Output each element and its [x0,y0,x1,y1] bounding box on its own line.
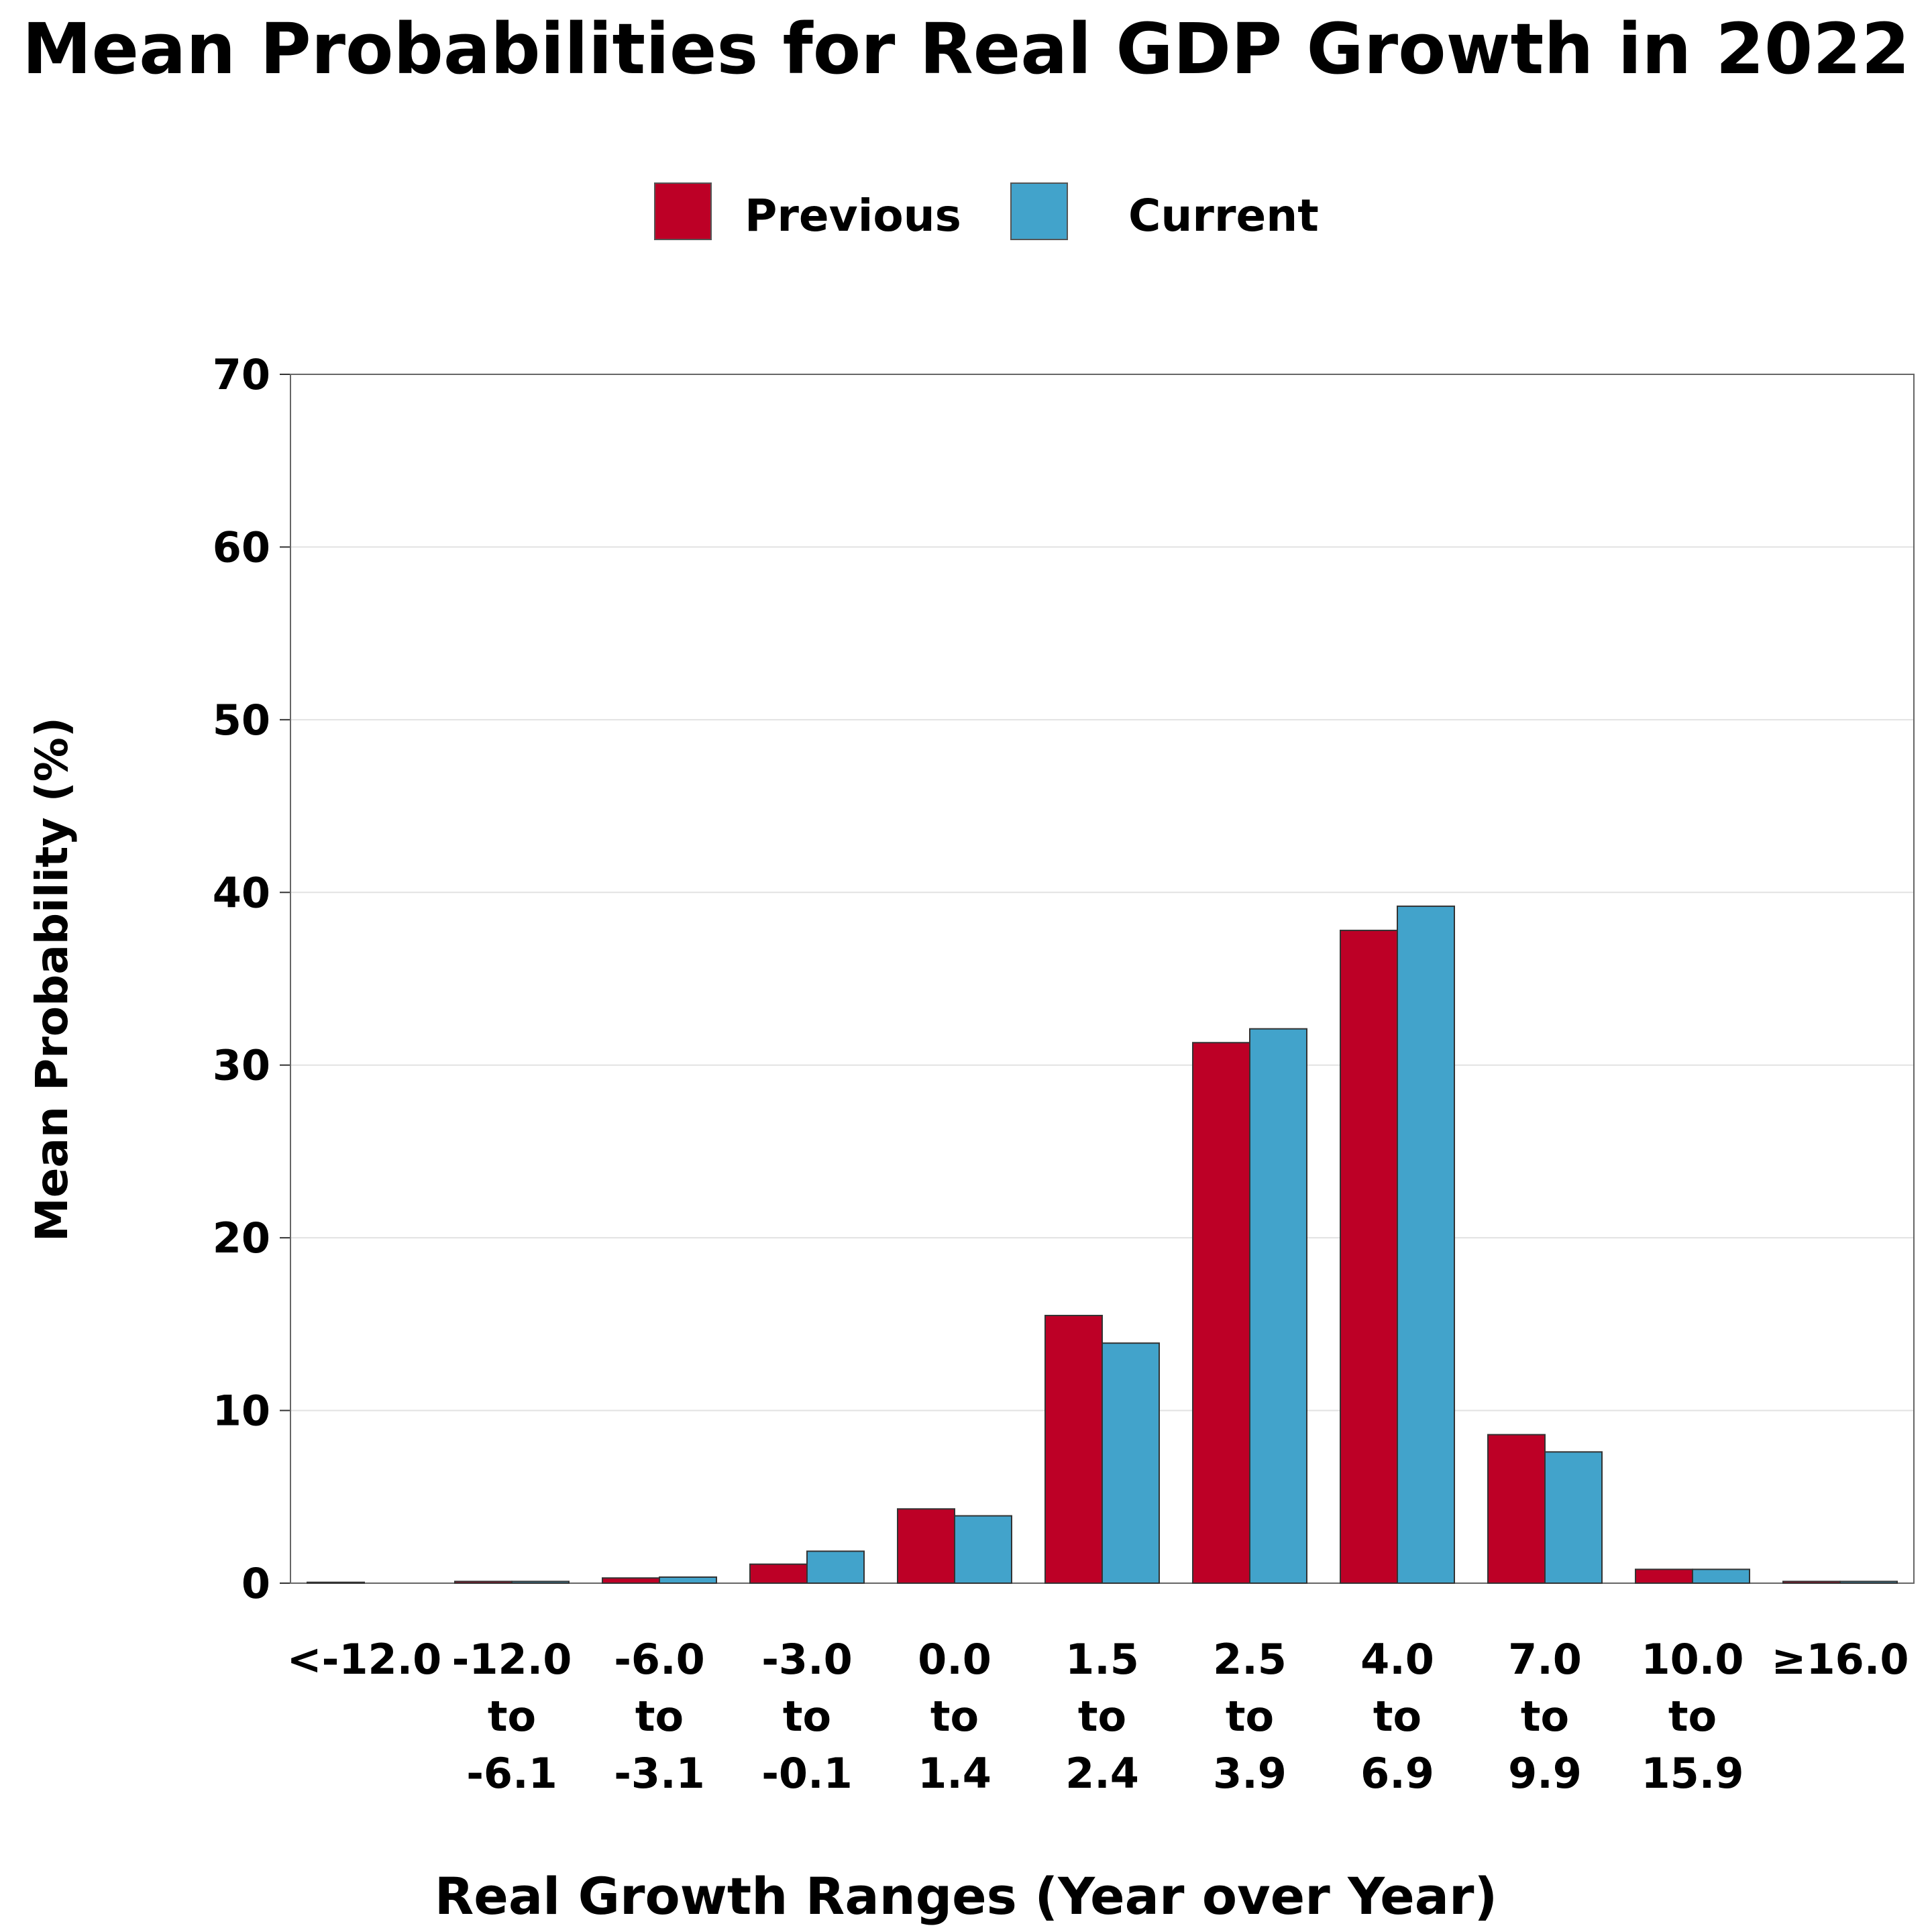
x-tick-label: 3.9 [1213,1749,1287,1798]
y-tick-label: 70 [213,350,270,399]
x-tick-label: -3.0 [761,1635,853,1684]
bar-current [1397,905,1455,1584]
x-tick-label: 0.0 [918,1635,991,1684]
x-tick-label: -3.1 [614,1749,705,1798]
x-tick-label: 6.9 [1360,1749,1434,1798]
bar-previous [602,1577,660,1584]
legend-label-previous: Previous [745,190,961,241]
bar-previous [1192,1042,1250,1584]
y-tick-label: 30 [213,1041,270,1090]
bar-previous [1635,1568,1693,1585]
bar-current [954,1515,1012,1584]
x-tick-label: 2.4 [1065,1749,1139,1798]
x-tick-label: to [1521,1692,1569,1741]
x-tick-label: to [1226,1692,1274,1741]
x-tick-label: 1.5 [1065,1635,1139,1684]
bar-previous [897,1508,955,1584]
bar-current [1839,1580,1898,1585]
bar-previous [307,1581,365,1585]
x-tick-label: to [1078,1692,1126,1741]
bar-current [659,1576,717,1584]
bar-previous [1044,1314,1103,1584]
x-tick-label: <-12.0 [287,1635,442,1684]
bar-current [511,1580,570,1585]
x-tick-label: -6.0 [614,1635,705,1684]
x-tick-label: 10.0 [1642,1635,1744,1684]
legend-swatch-current [1010,182,1068,240]
x-tick-label: 9.9 [1508,1749,1582,1798]
legend-swatch-previous [654,182,712,240]
bar-previous [454,1580,513,1585]
y-tick-label: 10 [213,1387,270,1436]
x-tick-label: to [783,1692,831,1741]
y-tick-label: 20 [213,1214,270,1263]
x-tick-label: to [1373,1692,1421,1741]
x-tick-label: to [1668,1692,1717,1741]
bar-current [806,1550,865,1585]
legend-label-current: Current [1128,190,1319,241]
x-tick-label: 15.9 [1642,1749,1744,1798]
bar-previous [1782,1580,1841,1585]
bar-current [1249,1028,1307,1584]
x-tick-label: ≥16.0 [1772,1635,1909,1684]
bar-current [1102,1342,1160,1585]
x-tick-label: 7.0 [1508,1635,1582,1684]
y-tick-label: 60 [213,523,270,572]
bar-previous [749,1563,808,1585]
x-tick-label: to [488,1692,536,1741]
x-tick-label: to [930,1692,979,1741]
bar-current [1692,1568,1750,1585]
bar-previous [1340,929,1398,1585]
x-tick-label: -6.1 [466,1749,557,1798]
y-tick-label: 0 [241,1559,270,1608]
x-tick-label: to [635,1692,684,1741]
x-tick-label: 4.0 [1360,1635,1434,1684]
chart-title: Mean Probabilities for Real GDP Growth i… [22,8,1910,90]
x-tick-label: -0.1 [761,1749,853,1798]
bar-previous [1487,1434,1546,1584]
x-tick-label: -12.0 [452,1635,572,1684]
y-tick-label: 40 [213,868,270,917]
x-tick-label: 1.4 [918,1749,991,1798]
bar-current [1544,1451,1603,1584]
y-tick-label: 50 [213,696,270,745]
x-tick-label: 2.5 [1213,1635,1287,1684]
y-axis-title: Mean Probability (%) [26,716,78,1242]
x-axis-title: Real Growth Ranges (Year over Year) [434,1866,1498,1926]
legend: Previous Current [0,182,1932,250]
